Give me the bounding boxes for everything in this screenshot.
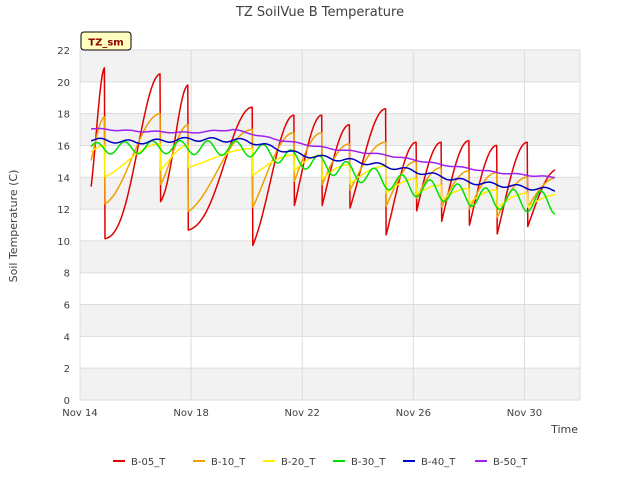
x-axis-ticks: Nov 14 Nov 18 Nov 22 Nov 26 Nov 30 xyxy=(62,408,542,419)
y-band xyxy=(80,113,580,146)
x-tick-label: Nov 14 xyxy=(62,408,97,419)
legend-label: B-05_T xyxy=(131,457,166,468)
y-tick-label: 20 xyxy=(57,78,70,89)
series-line-b-40-t xyxy=(90,136,556,192)
y-tick-label: 2 xyxy=(64,364,70,375)
y-axis-ticks: 0 2 4 6 8 10 12 14 16 18 20 22 xyxy=(57,46,70,407)
series-line-b-10-t xyxy=(90,112,556,219)
legend-label: B-40_T xyxy=(421,457,456,468)
x-tick-label: Nov 22 xyxy=(285,408,320,419)
y-tick-label: 16 xyxy=(57,141,70,152)
y-axis-label: Soil Temperature (C) xyxy=(7,170,20,283)
badge-box xyxy=(80,31,132,51)
badge-label: TZ_sm xyxy=(88,38,123,49)
plot-border xyxy=(79,49,581,401)
series-line-b-20-t xyxy=(90,143,556,209)
legend-label: B-10_T xyxy=(211,457,246,468)
series-line-b-50-t xyxy=(90,127,556,179)
plot-area xyxy=(80,50,580,400)
y-band xyxy=(80,240,580,273)
series-line-b-30-t xyxy=(90,139,556,215)
legend-label: B-20_T xyxy=(281,457,316,468)
y-tick-label: 6 xyxy=(64,301,70,312)
plot-background xyxy=(80,50,580,400)
y-tick-label: 18 xyxy=(57,110,70,121)
y-tick-label: 12 xyxy=(57,205,70,216)
y-tick-label: 10 xyxy=(57,237,70,248)
legend-label: B-50_T xyxy=(493,457,528,468)
x-tick-label: Nov 26 xyxy=(396,408,431,419)
y-tick-label: 22 xyxy=(57,46,70,57)
x-axis-label: Time xyxy=(550,423,578,436)
badge: TZ_sm xyxy=(80,31,132,51)
series-lines xyxy=(90,67,556,247)
legend-label: B-30_T xyxy=(351,457,386,468)
y-tick-label: 4 xyxy=(64,332,70,343)
chart-title: TZ SoilVue B Temperature xyxy=(235,5,404,20)
y-band xyxy=(80,368,580,400)
x-tick-label: Nov 30 xyxy=(507,408,542,419)
y-tick-label: 0 xyxy=(64,396,70,407)
y-band xyxy=(80,304,580,337)
x-tick-label: Nov 18 xyxy=(173,408,208,419)
legend: B-05_T B-10_T B-20_T B-30_T B-40_T B-50_T xyxy=(113,457,528,468)
y-band xyxy=(80,50,580,82)
y-tick-label: 14 xyxy=(57,173,70,184)
y-tick-label: 8 xyxy=(64,269,70,280)
